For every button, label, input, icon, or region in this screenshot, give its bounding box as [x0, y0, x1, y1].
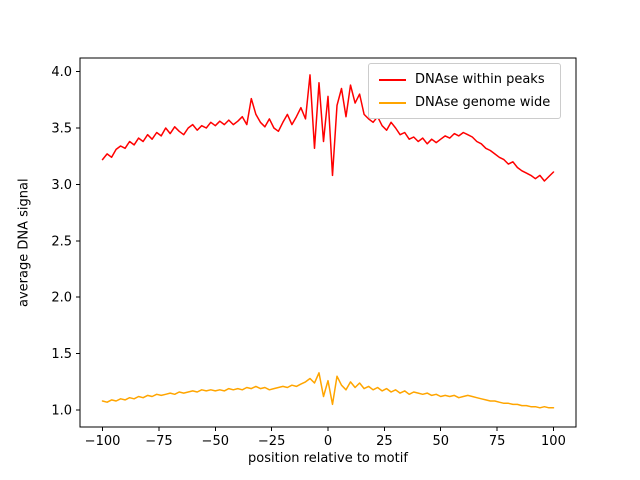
- legend-line-red: [379, 78, 406, 81]
- y-axis-label: average DNA signal: [16, 178, 32, 307]
- legend-label: DNAse genome wide: [415, 95, 551, 110]
- legend: DNAse within peaks DNAse genome wide: [368, 63, 562, 119]
- y-tick-label: 3.5: [51, 121, 72, 136]
- x-tick-label: 75: [489, 434, 506, 449]
- y-tick-label: 4.0: [51, 65, 72, 80]
- y-tick-label: 2.5: [51, 234, 72, 249]
- x-axis-label: position relative to motif: [248, 451, 408, 466]
- y-tick-label: 1.0: [51, 404, 72, 419]
- x-tick-label: −25: [258, 434, 285, 449]
- x-tick-label: −75: [145, 434, 172, 449]
- x-tick-label: 50: [432, 434, 449, 449]
- legend-line-orange: [379, 101, 406, 104]
- x-tick-label: 0: [324, 434, 332, 449]
- x-tick-label: −50: [202, 434, 229, 449]
- legend-item-dnase-within-peaks: DNAse within peaks: [379, 72, 550, 87]
- legend-label: DNAse within peaks: [415, 72, 545, 87]
- x-tick-label: 25: [376, 434, 393, 449]
- y-tick-label: 2.0: [51, 291, 72, 306]
- legend-item-dnase-genome-wide: DNAse genome wide: [379, 95, 550, 110]
- x-tick-label: −100: [85, 434, 121, 449]
- y-tick-label: 1.5: [51, 347, 72, 362]
- series-line-1: [101, 372, 555, 409]
- series-line-0: [101, 74, 555, 182]
- x-tick-label: 100: [541, 434, 566, 449]
- y-tick-label: 3.0: [51, 178, 72, 193]
